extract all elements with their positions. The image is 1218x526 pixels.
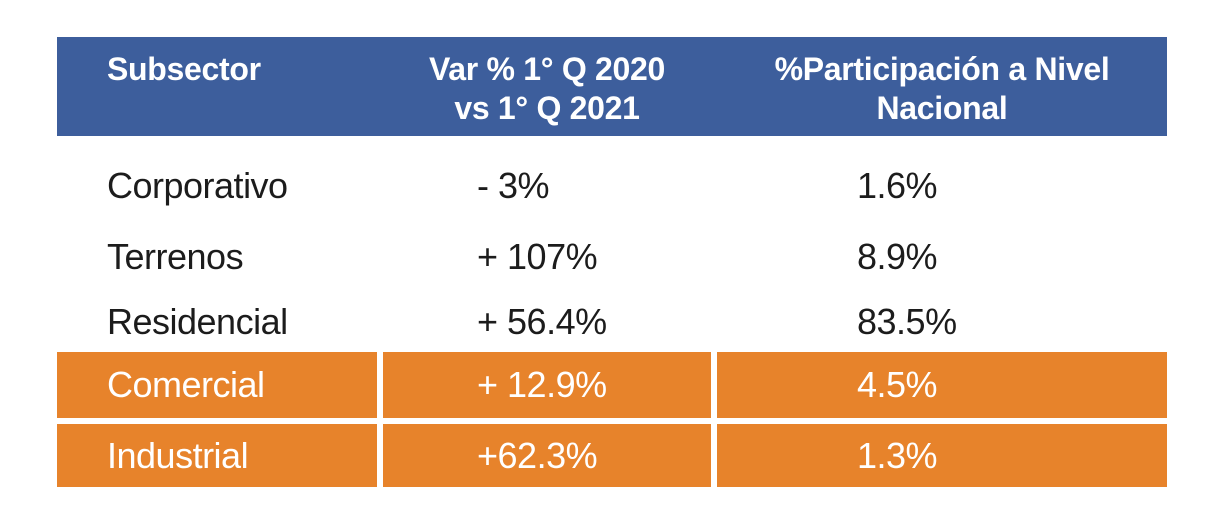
table-row-industrial-highlighted: Industrial +62.3% 1.3% xyxy=(57,424,1167,487)
header-cell-subsector: Subsector xyxy=(57,37,377,136)
cell-variation: + 12.9% xyxy=(383,352,711,418)
cell-subsector: Corporativo xyxy=(107,165,288,206)
table-row-terrenos: Terrenos + 107% 8.9% xyxy=(57,222,1167,292)
cell-subsector: Residencial xyxy=(107,301,288,342)
cell-participation: 8.9% xyxy=(857,236,938,277)
cell-variation: - 3% xyxy=(477,165,550,206)
header-participation-line2: Nacional xyxy=(876,90,1008,126)
header-body-spacer xyxy=(57,136,1167,150)
header-variation-line1: Var % 1° Q 2020 xyxy=(428,51,666,87)
table-header: Subsector Var % 1° Q 2020 vs 1° Q 2021 %… xyxy=(57,37,1167,136)
cell-variation: + 107% xyxy=(477,236,598,277)
cell-participation: 83.5% xyxy=(857,301,957,342)
table-row-residencial: Residencial + 56.4% 83.5% xyxy=(57,292,1167,352)
cell-variation: + 56.4% xyxy=(477,301,607,342)
cell-participation: 4.5% xyxy=(717,352,1167,418)
header-participation-line1: %Participación a Nivel xyxy=(774,51,1110,87)
cell-participation: 1.6% xyxy=(857,165,938,206)
cell-participation: 1.3% xyxy=(717,424,1167,487)
subsector-table: Subsector Var % 1° Q 2020 vs 1° Q 2021 %… xyxy=(57,37,1167,487)
header-cell-participation: %Participación a Nivel Nacional xyxy=(717,37,1167,136)
table-row-corporativo: Corporativo - 3% 1.6% xyxy=(57,150,1167,222)
cell-subsector: Terrenos xyxy=(107,236,244,277)
header-cell-variation: Var % 1° Q 2020 vs 1° Q 2021 xyxy=(383,37,711,136)
cell-subsector: Industrial xyxy=(57,424,377,487)
header-subsector-label: Subsector xyxy=(107,51,261,87)
cell-variation: +62.3% xyxy=(383,424,711,487)
table-row-comercial-highlighted: Comercial + 12.9% 4.5% xyxy=(57,352,1167,418)
header-variation-line2: vs 1° Q 2021 xyxy=(454,90,640,126)
cell-subsector: Comercial xyxy=(57,352,377,418)
